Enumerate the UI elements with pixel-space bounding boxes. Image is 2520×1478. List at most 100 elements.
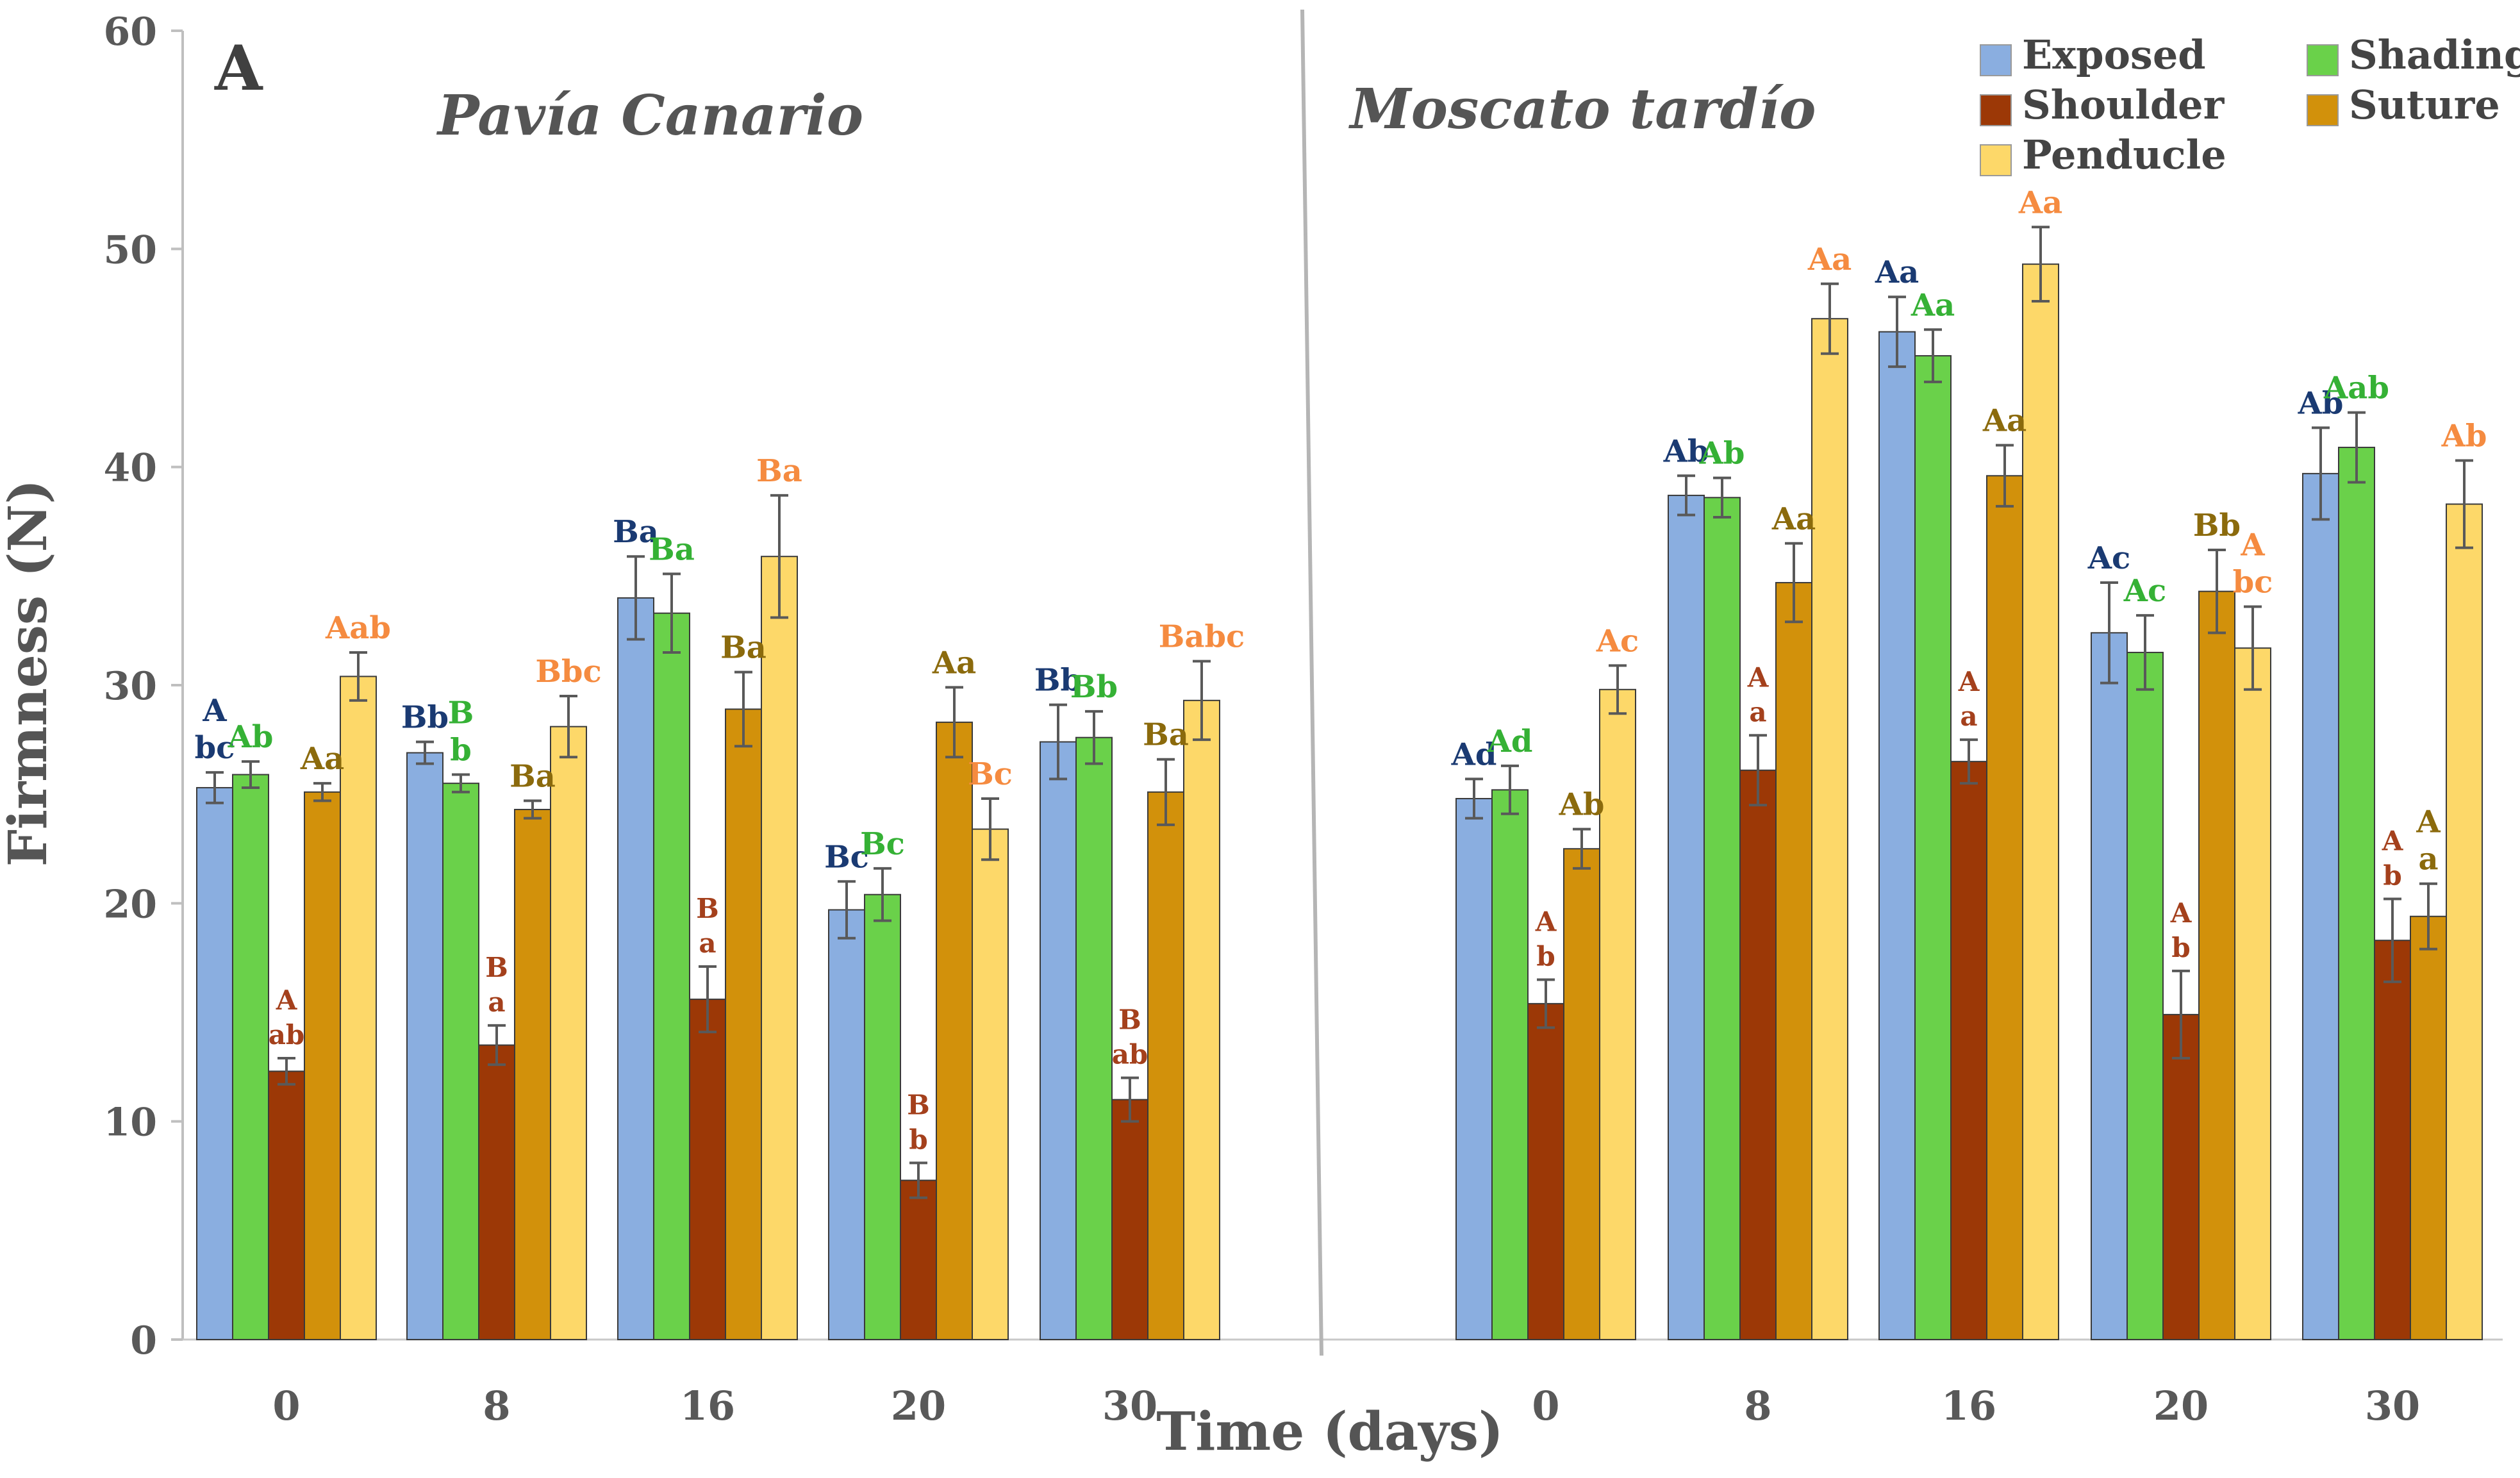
sig-label-pavia-canario-shading-16: Ba	[649, 531, 695, 567]
y-tick-label-50: 50	[104, 228, 158, 272]
bar-moscato-tardio-exposed-16	[1878, 331, 1916, 1340]
sig-label-pavia-canario-shoulder-30-line1: B	[1118, 1004, 1141, 1036]
labels-layer: 01020304050600AbcAbAabAaAab8BbBbBaBaBbc1…	[104, 10, 2487, 1429]
sig-label-pavia-canario-shoulder-30-line2: ab	[1112, 1039, 1148, 1070]
bar-pavia-canario-shoulder-0	[268, 1070, 305, 1340]
legend-label-shading: Shading	[2349, 31, 2520, 78]
sig-label-pavia-canario-shading-30: Bb	[1070, 669, 1118, 705]
sig-label-moscato-tardio-suture-0: Ab	[1559, 787, 1605, 823]
bar-moscato-tardio-penducle-30	[2446, 503, 2483, 1340]
legend-swatch-exposed	[1980, 44, 2012, 76]
sig-label-moscato-tardio-suture-30-line2: a	[2418, 842, 2438, 877]
sig-label-pavia-canario-shading-0: Ab	[228, 719, 274, 755]
legend-label-suture: Suture	[2349, 81, 2500, 128]
bar-moscato-tardio-suture-20	[2198, 590, 2235, 1341]
x-tick-label-moscato-tardio-20: 20	[2153, 1383, 2209, 1429]
x-tick-label-pavia-canario-16: 16	[680, 1383, 735, 1429]
sig-label-pavia-canario-shoulder-16-line2: a	[699, 927, 716, 959]
sig-label-moscato-tardio-shoulder-30-line2: b	[2383, 860, 2401, 892]
sig-label-pavia-canario-exposed-8: Bb	[401, 699, 449, 735]
sig-label-pavia-canario-shoulder-0-line2: ab	[269, 1019, 305, 1050]
bar-moscato-tardio-penducle-20	[2234, 647, 2271, 1340]
sig-label-moscato-tardio-shoulder-16-line2: a	[1960, 701, 1977, 732]
sig-label-pavia-canario-penducle-20: Bc	[968, 756, 1013, 792]
bar-pavia-canario-suture-30	[1147, 791, 1184, 1340]
bar-moscato-tardio-shading-16	[1914, 355, 1952, 1340]
sig-label-pavia-canario-exposed-0-line2: bc	[195, 730, 235, 766]
bar-pavia-canario-shading-16	[653, 612, 690, 1341]
panel-divider	[1300, 9, 1323, 1356]
sig-label-pavia-canario-shading-8-line1: B	[448, 695, 474, 731]
sig-label-moscato-tardio-shading-8: Ab	[1699, 436, 1745, 472]
bar-moscato-tardio-exposed-0	[1455, 797, 1493, 1341]
sig-label-moscato-tardio-penducle-30: Ab	[2441, 418, 2487, 454]
bar-pavia-canario-suture-0	[304, 791, 341, 1340]
bar-moscato-tardio-shoulder-0	[1527, 1002, 1564, 1341]
sig-label-moscato-tardio-shading-0: Ad	[1487, 724, 1533, 760]
sig-label-moscato-tardio-penducle-20-line2: bc	[2233, 564, 2273, 600]
panel-title-pavia-canario: Pavía Canario	[436, 83, 863, 148]
sig-label-moscato-tardio-shoulder-20-line2: b	[2171, 932, 2190, 963]
x-tick-label-pavia-canario-0: 0	[272, 1383, 300, 1429]
y-axis-title: Firmness (N)	[0, 479, 59, 867]
x-tick-label-moscato-tardio-8: 8	[1744, 1383, 1771, 1429]
bar-moscato-tardio-exposed-30	[2302, 472, 2339, 1340]
sig-label-moscato-tardio-exposed-30: Ab	[2298, 385, 2344, 421]
sig-label-pavia-canario-suture-8: Ba	[510, 758, 556, 794]
bar-pavia-canario-exposed-20	[828, 909, 865, 1340]
sig-label-pavia-canario-shoulder-8-line1: B	[485, 952, 508, 983]
sig-label-moscato-tardio-shading-30: Aab	[2323, 370, 2389, 406]
sig-label-pavia-canario-exposed-30: Bb	[1034, 663, 1082, 699]
bar-moscato-tardio-shading-0	[1491, 789, 1529, 1340]
sig-label-pavia-canario-suture-20: Aa	[932, 645, 976, 681]
sig-label-pavia-canario-shoulder-8-line2: a	[488, 986, 505, 1018]
bar-moscato-tardio-shoulder-16	[1950, 761, 1987, 1341]
legend-swatch-shoulder	[1980, 94, 2012, 126]
bar-pavia-canario-shoulder-16	[689, 999, 726, 1340]
panel-label: A	[214, 32, 263, 104]
bar-pavia-canario-exposed-16	[617, 597, 654, 1340]
sig-label-pavia-canario-shoulder-0-line1: A	[276, 984, 298, 1016]
legend: Exposed Shading Shoulder Suture Penducle	[1980, 31, 2520, 178]
sig-label-moscato-tardio-penducle-20-line1: A	[2240, 527, 2265, 563]
x-tick-label-moscato-tardio-0: 0	[1532, 1383, 1559, 1429]
sig-label-moscato-tardio-suture-30-line1: A	[2416, 804, 2441, 840]
sig-label-moscato-tardio-shoulder-0-line2: b	[1536, 940, 1555, 972]
bar-pavia-canario-penducle-16	[761, 556, 798, 1340]
sig-label-moscato-tardio-exposed-16: Aa	[1875, 254, 1919, 290]
bar-pavia-canario-shoulder-20	[900, 1179, 937, 1340]
sig-label-pavia-canario-shading-8-line2: b	[450, 733, 472, 768]
bar-pavia-canario-shoulder-30	[1111, 1099, 1148, 1340]
bar-pavia-canario-penducle-8	[550, 726, 587, 1340]
bar-moscato-tardio-suture-16	[1986, 475, 2023, 1340]
sig-label-moscato-tardio-suture-16: Aa	[1982, 403, 2027, 439]
legend-label-shoulder: Shoulder	[2022, 81, 2225, 128]
sig-label-pavia-canario-exposed-0-line1: A	[202, 693, 227, 729]
sig-label-moscato-tardio-exposed-8: Ab	[1663, 433, 1709, 469]
bar-moscato-tardio-shoulder-8	[1739, 769, 1777, 1340]
bar-moscato-tardio-penducle-16	[2022, 263, 2059, 1341]
sig-label-moscato-tardio-shoulder-16-line1: A	[1958, 666, 1980, 697]
bar-moscato-tardio-exposed-20	[2091, 632, 2128, 1341]
sig-label-pavia-canario-suture-30: Ba	[1143, 717, 1189, 753]
sig-label-pavia-canario-penducle-8: Bbc	[535, 654, 601, 690]
sig-label-moscato-tardio-penducle-8: Aa	[1807, 242, 1852, 278]
x-axis-title: Time (days)	[1156, 1401, 1504, 1463]
sig-label-pavia-canario-penducle-16: Ba	[756, 453, 802, 489]
sig-label-moscato-tardio-penducle-16: Aa	[2018, 185, 2062, 220]
y-tick-label-0: 0	[130, 1318, 157, 1363]
bars-layer	[196, 226, 2483, 1341]
sig-label-pavia-canario-shoulder-20-line1: B	[907, 1089, 930, 1120]
y-tick-label-40: 40	[104, 446, 158, 491]
legend-swatch-penducle	[1980, 144, 2012, 176]
x-tick-label-pavia-canario-20: 20	[891, 1383, 946, 1429]
sig-label-pavia-canario-penducle-30: Babc	[1159, 619, 1245, 655]
sig-label-pavia-canario-suture-16: Ba	[720, 630, 767, 666]
sig-label-moscato-tardio-exposed-0: Ad	[1451, 736, 1497, 772]
sig-label-moscato-tardio-suture-20: Bb	[2193, 508, 2241, 544]
sig-label-moscato-tardio-shoulder-8-line1: A	[1747, 661, 1770, 693]
legend-label-penducle: Penducle	[2022, 131, 2226, 178]
bar-pavia-canario-penducle-30	[1183, 699, 1220, 1341]
bar-pavia-canario-shading-20	[864, 893, 901, 1340]
